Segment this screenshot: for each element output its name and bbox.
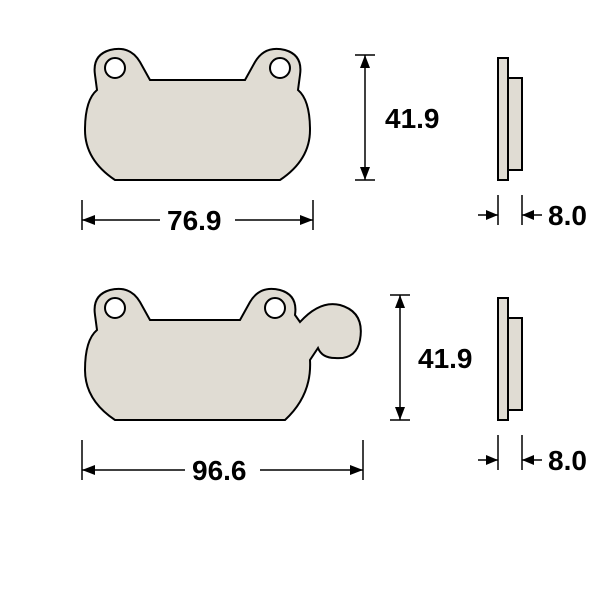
bottom-pad-front — [85, 289, 361, 420]
dim-top-height: 41.9 — [355, 55, 440, 180]
dim-bottom-width: 96.6 — [82, 440, 363, 486]
bottom-pad-side — [498, 298, 522, 420]
dim-bottom-thickness: 8.0 — [478, 435, 587, 476]
drawing-canvas: 41.9 76.9 8.0 41.9 — [0, 0, 600, 600]
dim-bottom-height: 41.9 — [390, 295, 473, 420]
brake-pad-diagram: 41.9 76.9 8.0 41.9 — [0, 0, 600, 600]
dim-top-thickness: 8.0 — [478, 195, 587, 231]
top-pad-front — [85, 49, 310, 180]
dim-top-width: 76.9 — [82, 200, 313, 236]
label-bottom-height: 41.9 — [418, 343, 473, 374]
label-bottom-thickness: 8.0 — [548, 445, 587, 476]
label-top-width: 76.9 — [167, 205, 222, 236]
label-top-thickness: 8.0 — [548, 200, 587, 231]
top-pad-side — [498, 58, 522, 180]
label-top-height: 41.9 — [385, 103, 440, 134]
label-bottom-width: 96.6 — [192, 455, 247, 486]
